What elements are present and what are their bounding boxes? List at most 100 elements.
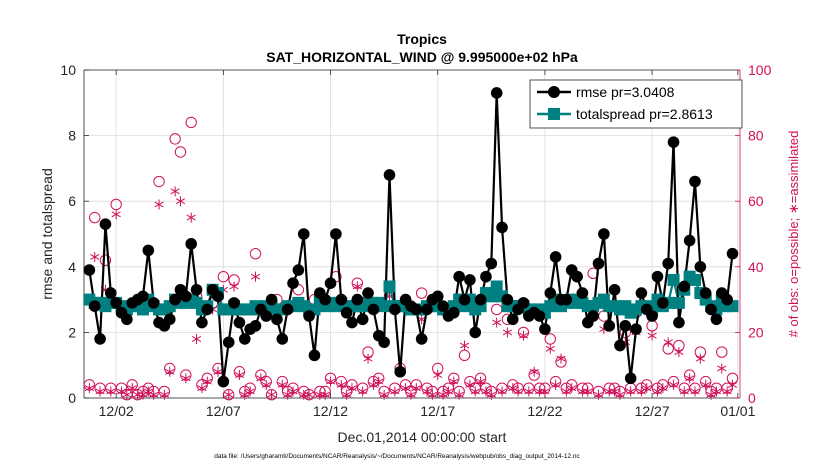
rmse-point: [362, 287, 374, 299]
possible-obs-point: [217, 270, 230, 283]
assimilated-obs-point: [690, 386, 700, 397]
assimilated-obs-point: [122, 389, 132, 400]
rmse-point: [260, 310, 273, 322]
possible-obs-point: [99, 254, 112, 266]
rmse-point: [721, 293, 733, 306]
rmse-point: [683, 234, 696, 247]
rmse-point: [726, 247, 739, 260]
legend: rmse pr=3.0408 totalspread pr=2.8613: [529, 79, 743, 129]
rmse-point: [271, 313, 283, 326]
rmse-point: [646, 310, 658, 322]
assimilated-obs-point: [266, 389, 277, 400]
y-tick-label-right: 80: [748, 128, 764, 144]
rmse-point: [560, 293, 573, 306]
rmse-point: [437, 300, 449, 312]
assimilated-obs-point: [106, 386, 116, 397]
assimilated-obs-point: [711, 386, 722, 397]
assimilated-obs-point: [647, 330, 657, 341]
rmse-point: [506, 313, 519, 326]
rmse-point: [121, 313, 133, 326]
rmse-point: [710, 313, 723, 326]
chart-title: Tropics: [397, 31, 447, 47]
assimilated-obs-point: [433, 370, 443, 381]
x-tick-label: 12/07: [206, 403, 241, 419]
assimilated-obs-point: [518, 330, 529, 341]
error-series-markers: [83, 87, 739, 388]
rmse-point: [88, 300, 101, 312]
assimilated-obs-point: [701, 379, 711, 390]
assimilated-obs-point: [551, 379, 561, 390]
rmse-point: [319, 293, 331, 306]
assimilated-obs-point: [186, 212, 196, 223]
assimilated-obs-point: [567, 383, 577, 394]
rmse-point: [624, 372, 637, 385]
rmse-point: [614, 339, 626, 352]
assimilated-obs-point: [250, 271, 261, 282]
rmse-point: [415, 333, 428, 345]
rmse-point: [297, 228, 310, 240]
rmse-point: [110, 297, 122, 309]
totalspread-point: [490, 280, 503, 293]
rmse-point: [657, 297, 669, 309]
rmse-point: [104, 287, 117, 299]
totalspread-point: [688, 273, 701, 286]
assimilated-obs-point: [593, 389, 604, 400]
assimilated-obs-point: [470, 386, 480, 397]
rmse-point: [485, 257, 498, 270]
rmse-point: [217, 375, 230, 388]
rmse-point: [276, 333, 289, 345]
rmse-point: [367, 303, 380, 316]
rmse-point: [480, 270, 492, 283]
rmse-point: [287, 277, 299, 290]
rmse-point: [222, 336, 235, 349]
assimilated-obs-point: [556, 353, 566, 364]
observation-count-markers: [83, 116, 739, 401]
assimilated-obs-point: [642, 383, 652, 394]
y-tick-label-left: 4: [68, 259, 76, 275]
possible-obs-point: [249, 247, 262, 260]
rmse-point: [201, 303, 214, 316]
x-axis-label: Dec.01,2014 00:00:00 start: [338, 429, 507, 445]
assimilated-obs-point: [95, 386, 105, 397]
assimilated-obs-point: [459, 340, 470, 351]
legend-box: [529, 79, 743, 129]
totalspread-point: [485, 290, 498, 303]
assimilated-obs-point: [165, 366, 175, 377]
rmse-point: [630, 323, 642, 335]
assimilated-obs-point: [358, 386, 368, 397]
y-tick-label-right: 100: [748, 62, 772, 78]
possible-obs-point: [185, 116, 197, 129]
rmse-point: [308, 349, 321, 362]
rmse-point: [587, 310, 599, 322]
rmse-point: [490, 87, 503, 99]
rmse-point: [539, 323, 551, 335]
assimilated-obs-point: [695, 353, 705, 364]
assimilated-obs-point: [191, 333, 202, 344]
assimilated-obs-point: [325, 376, 336, 387]
rmse-point: [501, 293, 514, 306]
possible-obs-point: [415, 287, 428, 299]
assimilated-obs-point: [229, 281, 239, 292]
rmse-point: [265, 293, 278, 306]
rmse-point: [533, 310, 546, 322]
assimilated-obs-point: [443, 386, 454, 397]
assimilated-obs-point: [320, 389, 330, 400]
assimilated-obs-point: [465, 379, 475, 390]
assimilated-obs-point: [363, 353, 373, 364]
rmse-point: [571, 270, 583, 283]
rmse-point: [603, 320, 616, 332]
rmse-point: [544, 287, 557, 299]
x-tick-label: 12/22: [527, 403, 562, 419]
rmse-point: [464, 274, 476, 286]
rmse-point: [383, 169, 396, 181]
totalspread-point: [383, 280, 396, 293]
assimilated-obs-point: [336, 379, 346, 390]
assimilated-obs-point: [175, 196, 186, 207]
rmse-point: [238, 333, 251, 345]
rmse-point: [324, 277, 337, 290]
rmse-point: [517, 297, 530, 309]
rmse-point: [619, 320, 632, 332]
assimilated-obs-point: [492, 317, 502, 328]
rmse-point: [378, 336, 390, 349]
rmse-point: [142, 244, 155, 257]
